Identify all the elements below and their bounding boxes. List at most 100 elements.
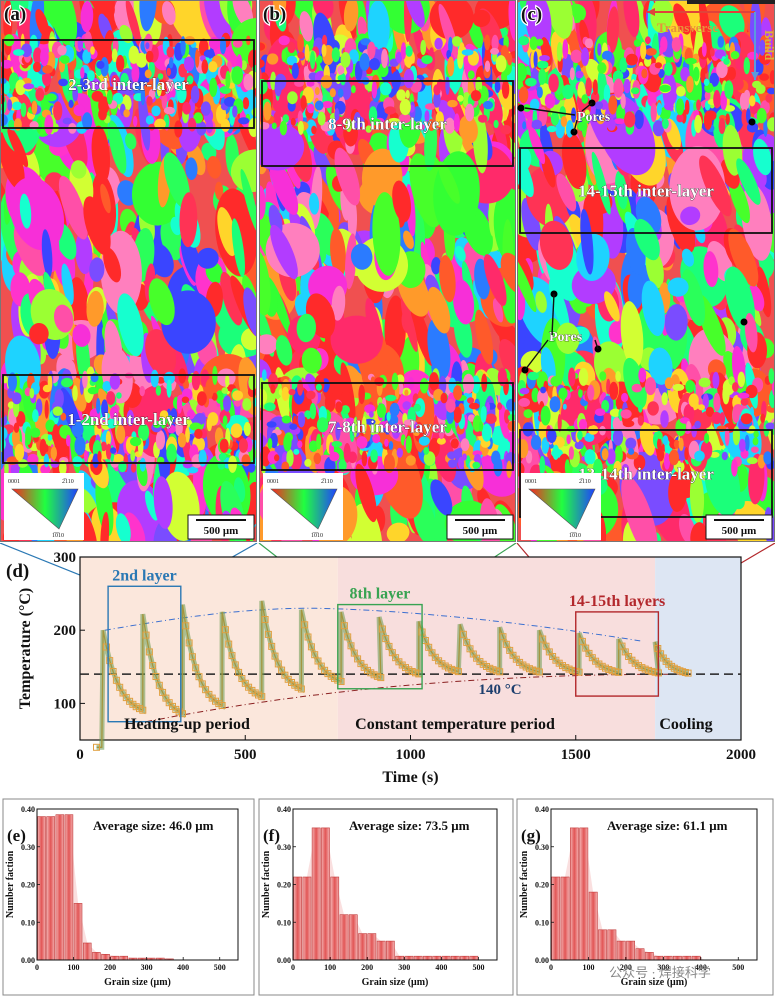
fine-grain: [457, 95, 464, 102]
data-point: [192, 664, 200, 672]
fine-grain: [669, 449, 679, 466]
fine-grain: [98, 108, 107, 121]
fine-grain: [264, 402, 276, 412]
grain: [259, 123, 305, 171]
fine-grain: [755, 84, 766, 94]
grain: [103, 247, 122, 283]
panel-label: (a): [4, 4, 26, 25]
ipf-tick: 1̅0̅10: [569, 532, 581, 539]
fine-grain: [609, 381, 619, 400]
ipf-tick: 0001: [525, 479, 537, 485]
grain: [580, 208, 594, 275]
x-tick-label: 0: [35, 963, 39, 972]
fine-grain: [33, 47, 42, 65]
fine-grain: [36, 119, 42, 133]
fine-grain: [732, 406, 740, 423]
fine-grain: [203, 49, 215, 58]
fine-grain: [322, 101, 333, 109]
y-tick-label: 0.00: [535, 956, 549, 965]
grain: [606, 6, 620, 54]
fine-grain: [648, 425, 660, 433]
grain: [217, 207, 237, 257]
fine-grain: [87, 386, 99, 395]
fine-grain: [405, 89, 410, 99]
grain: [355, 463, 377, 523]
fine-grain: [331, 441, 343, 448]
inter-layer-box: [261, 382, 514, 471]
pore: [748, 118, 756, 126]
y-tick-label: 0.30: [21, 843, 35, 852]
fine-grain: [13, 49, 25, 56]
fine-grain: [556, 42, 563, 62]
period-label: Constant temperature period: [355, 716, 555, 733]
data-point: [499, 633, 507, 641]
fine-grain: [242, 398, 252, 411]
grain: [7, 125, 29, 168]
transverse-arrow: [647, 8, 655, 16]
fine-grain: [724, 80, 734, 99]
data-point: [382, 635, 390, 643]
fine-grain: [186, 75, 194, 85]
grain: [604, 291, 620, 322]
panel-label: (f): [263, 826, 280, 845]
fine-grain: [270, 384, 276, 394]
fine-grain: [530, 435, 542, 450]
scale-bar-label: 500 μm: [722, 525, 757, 537]
fine-grain: [205, 119, 214, 134]
pore: [517, 104, 525, 112]
data-point: [378, 625, 386, 633]
fine-grain: [664, 62, 673, 76]
fine-grain: [767, 117, 775, 132]
fine-grain: [577, 430, 583, 441]
fine-grain: [716, 61, 728, 79]
fine-grain: [304, 44, 310, 61]
fine-grain: [133, 115, 138, 127]
fine-grain: [630, 87, 640, 95]
panel-label: (d): [6, 561, 29, 582]
fine-grain: [112, 453, 124, 464]
grain: [517, 101, 528, 143]
data-point: [145, 648, 153, 656]
fine-grain: [741, 109, 748, 127]
fine-grain: [221, 387, 229, 394]
fine-grain: [110, 447, 117, 454]
fine-grain: [421, 55, 433, 65]
fine-grain: [291, 62, 299, 79]
fine-grain: [615, 371, 621, 382]
panel-label: (g): [521, 826, 541, 845]
grain: [347, 197, 358, 242]
data-point: [258, 693, 266, 701]
fine-grain: [225, 374, 230, 388]
fine-grain: [734, 77, 744, 91]
fine-grain: [139, 457, 146, 472]
fine-grain: [152, 420, 162, 429]
fine-grain: [233, 39, 243, 48]
fine-grain: [622, 420, 635, 428]
fine-grain: [584, 449, 596, 465]
fine-grain: [701, 42, 707, 57]
grain: [259, 249, 271, 316]
histogram-bar: [101, 954, 110, 961]
histogram-bar: [348, 914, 358, 961]
fine-grain: [54, 389, 64, 409]
y-tick-label: 0.20: [21, 881, 35, 890]
fine-grain: [724, 105, 736, 112]
x-axis-label: Grain size (μm): [621, 977, 688, 988]
grain: [662, 72, 677, 112]
fine-grain: [484, 34, 491, 51]
grain: [525, 0, 552, 50]
grain: [668, 470, 688, 512]
fine-grain: [691, 425, 697, 438]
fine-grain: [60, 412, 67, 421]
fine-grain: [765, 422, 775, 430]
scale-bar-label: 500 μm: [204, 525, 239, 537]
grain: [61, 263, 74, 306]
fine-grain: [358, 384, 366, 405]
grain: [179, 192, 198, 248]
fine-grain: [400, 42, 407, 60]
grain: [427, 286, 451, 334]
fine-grain: [703, 110, 713, 130]
fine-grain: [177, 432, 187, 448]
fine-grain: [597, 62, 607, 74]
fine-grain: [138, 423, 150, 441]
